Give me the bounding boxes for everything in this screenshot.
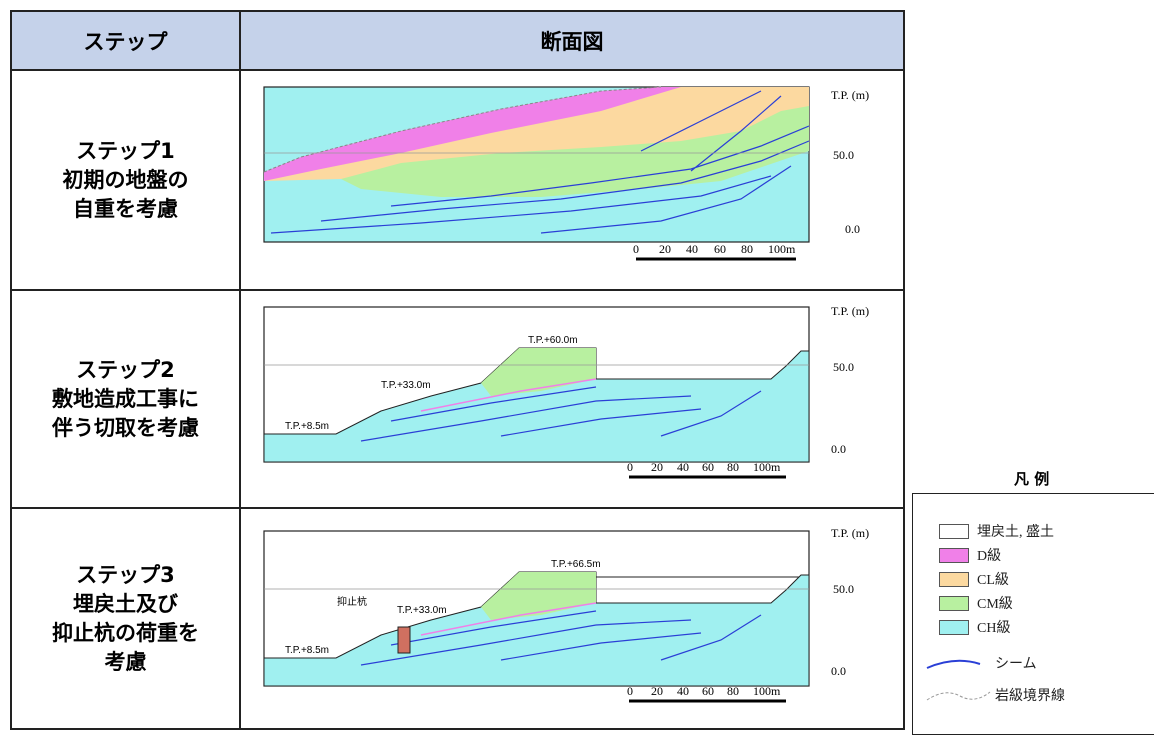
step1-scale-bar: 0 20 40 60 80 100m bbox=[633, 242, 796, 261]
legend-box: 埋戻土, 盛土 D級 CL級 CM級 CH級 シーム 岩級境界線 bbox=[912, 493, 1154, 735]
step2-label: ステップ2 敷地造成工事に 伴う切取を考慮 bbox=[10, 289, 241, 509]
svg-text:20: 20 bbox=[659, 242, 671, 256]
svg-text:60: 60 bbox=[702, 684, 714, 698]
svg-text:20: 20 bbox=[651, 460, 663, 474]
svg-text:0.0: 0.0 bbox=[831, 664, 846, 678]
svg-text:60: 60 bbox=[714, 242, 726, 256]
svg-text:T.P.+8.5m: T.P.+8.5m bbox=[285, 645, 329, 656]
legend-item-cm: CM級 bbox=[925, 594, 1013, 612]
svg-text:100m: 100m bbox=[768, 242, 796, 256]
step1-label: ステップ1 初期の地盤の 自重を考慮 bbox=[10, 69, 241, 291]
seam-line-icon bbox=[926, 659, 981, 669]
legend-item-fill: 埋戻土, 盛土 bbox=[925, 522, 1054, 540]
svg-text:T.P. (m): T.P. (m) bbox=[831, 304, 869, 318]
svg-text:0: 0 bbox=[633, 242, 639, 256]
svg-text:80: 80 bbox=[741, 242, 753, 256]
svg-text:0: 0 bbox=[627, 460, 633, 474]
step-column-header: ステップ bbox=[10, 10, 241, 71]
svg-text:20: 20 bbox=[651, 684, 663, 698]
legend-item-boundary: 岩級境界線 bbox=[925, 686, 1065, 704]
step2-section: T.P.+60.0m T.P.+33.0m T.P.+8.5m T.P. (m)… bbox=[239, 289, 905, 509]
ch-swatch bbox=[939, 619, 969, 635]
svg-text:60: 60 bbox=[702, 460, 714, 474]
svg-text:0: 0 bbox=[627, 684, 633, 698]
svg-text:T.P.+33.0m: T.P.+33.0m bbox=[397, 605, 447, 616]
pile-marker bbox=[397, 626, 411, 654]
legend-title: 凡 例 bbox=[1014, 470, 1050, 488]
svg-text:T.P.+60.0m: T.P.+60.0m bbox=[528, 335, 578, 346]
steps-table: ステップ 断面図 ステップ1 初期の地盤の 自重を考慮 T.P. (m) 50.0 … bbox=[10, 10, 905, 730]
svg-text:100m: 100m bbox=[753, 684, 781, 698]
step3-section: T.P.+66.5m 抑止杭 T.P.+33.0m T.P.+8.5m T.P.… bbox=[239, 507, 905, 730]
svg-text:0.0: 0.0 bbox=[845, 222, 860, 236]
svg-text:80: 80 bbox=[727, 684, 739, 698]
svg-text:T.P. (m): T.P. (m) bbox=[831, 526, 869, 540]
cl-swatch bbox=[939, 571, 969, 587]
svg-text:T.P.+8.5m: T.P.+8.5m bbox=[285, 421, 329, 432]
svg-text:50.0: 50.0 bbox=[833, 148, 854, 162]
legend-item-cl: CL級 bbox=[925, 570, 1009, 588]
cm-swatch bbox=[939, 595, 969, 611]
step3-label: ステップ3 埋戻土及び 抑止杭の荷重を 考慮 bbox=[10, 507, 241, 730]
step3-scale-bar: 0 20 40 60 80 100m bbox=[627, 684, 786, 703]
legend-item-ch: CH級 bbox=[925, 618, 1010, 636]
step2-scale-bar: 0 20 40 60 80 100m bbox=[627, 460, 786, 479]
fill-swatch bbox=[939, 523, 969, 539]
svg-text:T.P.+66.5m: T.P.+66.5m bbox=[551, 559, 601, 570]
d-swatch bbox=[939, 547, 969, 563]
boundary-line-icon bbox=[926, 691, 991, 701]
svg-text:40: 40 bbox=[677, 460, 689, 474]
svg-text:40: 40 bbox=[686, 242, 698, 256]
svg-text:T.P. (m): T.P. (m) bbox=[831, 88, 869, 102]
svg-text:50.0: 50.0 bbox=[833, 582, 854, 596]
svg-text:40: 40 bbox=[677, 684, 689, 698]
step1-section: T.P. (m) 50.0 0.0 0 20 40 60 80 100m bbox=[239, 69, 905, 291]
svg-text:80: 80 bbox=[727, 460, 739, 474]
svg-text:50.0: 50.0 bbox=[833, 360, 854, 374]
svg-text:T.P.+33.0m: T.P.+33.0m bbox=[381, 380, 431, 391]
svg-text:0.0: 0.0 bbox=[831, 442, 846, 456]
svg-text:抑止杭: 抑止杭 bbox=[337, 595, 367, 608]
legend-item-seam: シーム bbox=[925, 654, 1037, 672]
legend-item-d: D級 bbox=[925, 546, 1001, 564]
section-column-header: 断面図 bbox=[239, 10, 905, 71]
svg-text:100m: 100m bbox=[753, 460, 781, 474]
